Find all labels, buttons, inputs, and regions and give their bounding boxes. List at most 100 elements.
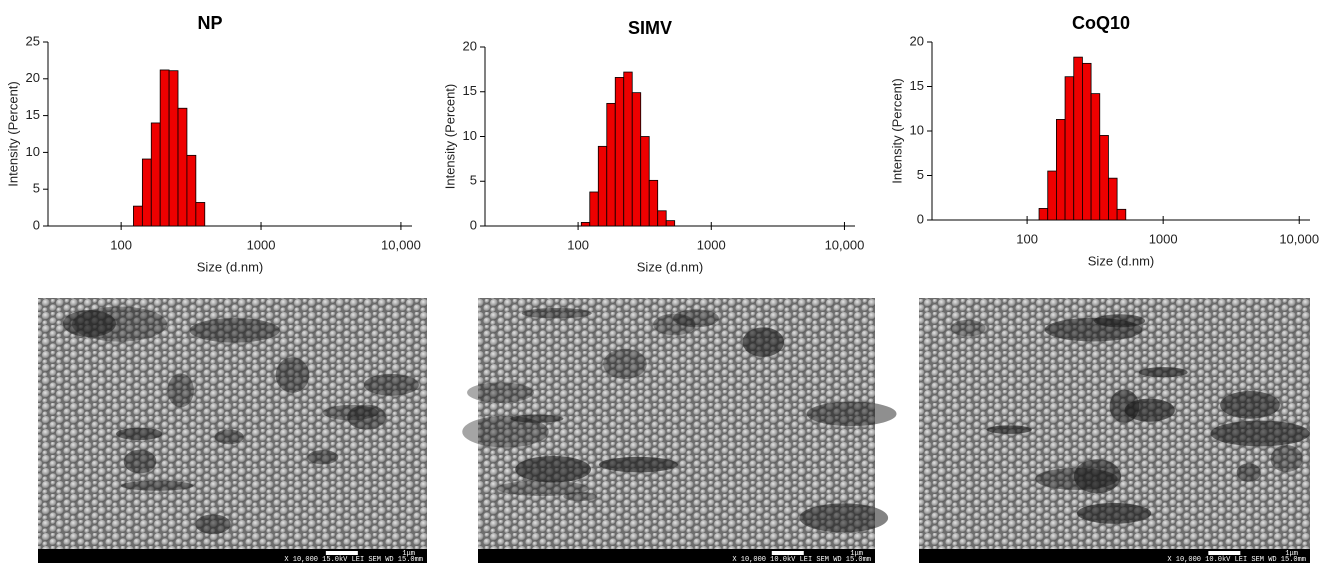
sem-shadow xyxy=(599,457,678,472)
sem-shadow xyxy=(1094,314,1145,327)
sem-shadow xyxy=(323,405,378,420)
sem-shadow xyxy=(515,456,591,482)
bar xyxy=(196,202,205,226)
x-tick-label: 10,000 xyxy=(825,237,865,252)
sem-shadow xyxy=(190,318,280,343)
bar xyxy=(641,137,649,227)
y-tick-label: 20 xyxy=(910,33,924,48)
bar xyxy=(666,221,674,226)
x-axis-label: Size (d.nm) xyxy=(1088,253,1154,268)
y-axis-label: Intensity (Percent) xyxy=(442,84,457,190)
x-tick-label: 1000 xyxy=(1149,231,1178,246)
x-tick-label: 100 xyxy=(567,237,589,252)
y-tick-label: 0 xyxy=(33,217,40,232)
bar xyxy=(632,93,640,226)
bar xyxy=(1065,77,1074,220)
y-tick-label: 0 xyxy=(917,211,924,226)
bar xyxy=(1117,209,1126,220)
y-tick-label: 15 xyxy=(463,83,477,98)
sem-shadow xyxy=(987,425,1032,434)
x-tick-label: 10,000 xyxy=(1279,231,1319,246)
bar xyxy=(142,159,151,226)
sem-shadow xyxy=(195,514,230,534)
x-tick-label: 100 xyxy=(110,237,132,252)
scale-bar xyxy=(326,551,358,555)
bar xyxy=(649,180,657,226)
bar xyxy=(1100,135,1109,220)
y-tick-label: 10 xyxy=(463,128,477,143)
sem-shadow xyxy=(951,320,986,337)
chart-title: CoQ10 xyxy=(1072,13,1130,33)
bar xyxy=(598,146,606,226)
sem-shadow xyxy=(1110,390,1140,423)
y-tick-label: 15 xyxy=(910,78,924,93)
bar xyxy=(160,70,169,226)
bar xyxy=(133,206,142,226)
bar xyxy=(178,108,187,226)
x-tick-label: 1000 xyxy=(247,237,276,252)
sem-shadow xyxy=(467,382,534,402)
y-tick-label: 0 xyxy=(470,217,477,232)
bar xyxy=(1056,119,1065,220)
bar xyxy=(658,211,666,226)
sem-info: X 10,000 15.0kV LEI SEM WD 15.0mm xyxy=(284,556,423,563)
sem-shadow xyxy=(799,503,888,532)
sem-shadow xyxy=(653,314,695,336)
sem-shadow xyxy=(522,308,592,318)
bar xyxy=(1082,63,1091,220)
chart-title: SIMV xyxy=(628,18,672,38)
sem-shadow xyxy=(364,374,419,396)
sem-shadow xyxy=(1077,503,1151,524)
y-tick-label: 20 xyxy=(463,38,477,53)
y-tick-label: 5 xyxy=(917,167,924,182)
sem-shadow xyxy=(1270,445,1302,472)
y-axis-label: Intensity (Percent) xyxy=(889,78,904,184)
scale-bar xyxy=(1208,551,1240,555)
y-tick-label: 25 xyxy=(26,33,40,48)
sem-shadow xyxy=(807,402,897,426)
bar xyxy=(1048,171,1057,220)
sem-shadow xyxy=(276,357,310,393)
bar xyxy=(151,123,160,226)
bar xyxy=(615,77,624,226)
y-axis-label: Intensity (Percent) xyxy=(5,81,20,187)
sem-info: X 10,000 10.0kV LEI SEM WD 15.0mm xyxy=(732,556,871,563)
y-tick-label: 10 xyxy=(26,144,40,159)
chart-title: NP xyxy=(197,13,222,33)
sem-shadow xyxy=(1220,391,1280,419)
bar xyxy=(187,155,196,226)
sem-shadow xyxy=(1210,421,1309,447)
sem-shadow xyxy=(1237,463,1261,481)
sem-shadow xyxy=(124,450,157,474)
bar xyxy=(1039,208,1048,220)
bar xyxy=(169,71,178,226)
bar xyxy=(590,192,599,226)
sem-info: X 10,000 10.0kV LEI SEM WD 15.0mm xyxy=(1167,556,1306,563)
sem-shadow xyxy=(121,481,194,491)
sem-shadow xyxy=(1139,367,1188,377)
x-tick-label: 1000 xyxy=(697,237,726,252)
bar xyxy=(1074,57,1083,220)
sem-shadow xyxy=(215,430,244,445)
x-tick-label: 10,000 xyxy=(381,237,421,252)
y-tick-label: 5 xyxy=(470,173,477,188)
sem-shadow xyxy=(1035,468,1118,490)
scale-bar xyxy=(772,551,804,555)
x-axis-label: Size (d.nm) xyxy=(637,259,703,274)
sem-shadow xyxy=(563,492,596,501)
figure: NP0510152025100100010,000Size (d.nm)Inte… xyxy=(0,0,1336,563)
x-axis-label: Size (d.nm) xyxy=(197,259,263,274)
y-tick-label: 10 xyxy=(910,122,924,137)
bar xyxy=(581,222,589,226)
sem-shadow xyxy=(63,310,116,337)
sem-shadow xyxy=(510,415,563,423)
y-tick-label: 5 xyxy=(33,181,40,196)
sem-shadow xyxy=(168,373,194,407)
bar xyxy=(624,72,632,226)
sem-shadow xyxy=(307,450,338,464)
sem-shadow xyxy=(603,349,647,379)
y-tick-label: 15 xyxy=(26,107,40,122)
bar xyxy=(607,103,615,226)
y-tick-label: 20 xyxy=(26,70,40,85)
sem-shadow xyxy=(116,428,162,440)
